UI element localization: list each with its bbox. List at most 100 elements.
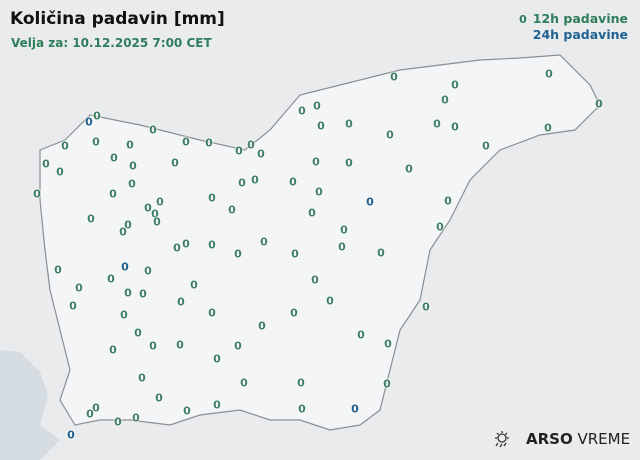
station-value-12h: 0	[61, 139, 69, 153]
station-value-12h: 0	[75, 281, 83, 295]
legend-sample-value: 0	[519, 13, 527, 26]
station-value-12h: 0	[132, 411, 140, 425]
legend-item-24h: 24h padavine	[519, 27, 628, 42]
station-value-12h: 0	[69, 299, 77, 313]
station-value-12h: 0	[308, 206, 316, 220]
station-value-12h: 0	[251, 173, 259, 187]
station-value-12h: 0	[234, 339, 242, 353]
station-value-24h: 0	[121, 260, 129, 274]
station-value-12h: 0	[56, 165, 64, 179]
station-value-12h: 0	[182, 135, 190, 149]
station-value-12h: 0	[109, 343, 117, 357]
legend-item-12h: 0 12h padavine	[519, 11, 628, 27]
station-value-12h: 0	[190, 278, 198, 292]
station-value-12h: 0	[54, 263, 62, 277]
station-value-12h: 0	[384, 337, 392, 351]
station-value-12h: 0	[235, 144, 243, 158]
station-value-12h: 0	[345, 117, 353, 131]
station-value-12h: 0	[155, 391, 163, 405]
station-value-12h: 0	[289, 175, 297, 189]
station-value-12h: 0	[312, 155, 320, 169]
station-value-12h: 0	[213, 352, 221, 366]
station-value-12h: 0	[390, 70, 398, 84]
station-value-24h: 0	[85, 115, 93, 129]
slovenia-area	[39, 54, 601, 431]
station-value-12h: 0	[33, 187, 41, 201]
station-value-12h: 0	[119, 225, 127, 239]
station-value-12h: 0	[247, 138, 255, 152]
station-value-12h: 0	[151, 207, 159, 221]
station-value-12h: 0	[86, 407, 94, 421]
station-value-12h: 0	[149, 339, 157, 353]
station-value-12h: 0	[595, 97, 603, 111]
station-value-12h: 0	[377, 246, 385, 260]
station-value-12h: 0	[258, 319, 266, 333]
station-value-12h: 0	[238, 176, 246, 190]
station-value-12h: 0	[298, 104, 306, 118]
station-value-12h: 0	[240, 376, 248, 390]
station-value-12h: 0	[124, 218, 132, 232]
station-value-12h: 0	[153, 215, 161, 229]
station-value-12h: 0	[228, 203, 236, 217]
legend: 0 12h padavine 24h padavine	[519, 11, 628, 42]
station-value-12h: 0	[120, 308, 128, 322]
station-value-12h: 0	[213, 398, 221, 412]
station-value-12h: 0	[405, 162, 413, 176]
sun-rain-icon	[495, 431, 509, 448]
station-value-12h: 0	[444, 194, 452, 208]
station-value-12h: 0	[422, 300, 430, 314]
station-value-12h: 0	[182, 237, 190, 251]
station-value-12h: 0	[114, 415, 122, 429]
station-value-12h: 0	[177, 295, 185, 309]
station-value-24h: 0	[351, 402, 359, 416]
station-value-12h: 0	[144, 264, 152, 278]
station-value-12h: 0	[315, 185, 323, 199]
station-value-12h: 0	[234, 247, 242, 261]
station-value-12h: 0	[124, 286, 132, 300]
station-value-12h: 0	[260, 235, 268, 249]
station-value-12h: 0	[451, 120, 459, 134]
station-value-12h: 0	[482, 139, 490, 153]
station-value-12h: 0	[297, 376, 305, 390]
station-value-12h: 0	[298, 402, 306, 416]
station-value-12h: 0	[291, 247, 299, 261]
station-value-12h: 0	[138, 371, 146, 385]
station-value-12h: 0	[93, 109, 101, 123]
arso-logo: ARSO VREME	[492, 430, 630, 448]
station-value-24h: 0	[366, 195, 374, 209]
station-value-24h: 0	[67, 428, 75, 442]
station-value-12h: 0	[441, 93, 449, 107]
station-value-12h: 0	[313, 99, 321, 113]
station-value-12h: 0	[208, 306, 216, 320]
legend-label-24h: 24h padavine	[532, 27, 628, 42]
station-value-12h: 0	[208, 238, 216, 252]
station-value-12h: 0	[451, 78, 459, 92]
station-value-12h: 0	[433, 117, 441, 131]
station-value-12h: 0	[383, 377, 391, 391]
sea	[0, 350, 60, 460]
station-value-12h: 0	[107, 272, 115, 286]
station-value-12h: 0	[134, 326, 142, 340]
logo-product: VREME	[577, 430, 631, 448]
station-value-12h: 0	[176, 338, 184, 352]
station-value-12h: 0	[257, 147, 265, 161]
station-value-12h: 0	[338, 240, 346, 254]
station-value-12h: 0	[42, 157, 50, 171]
station-value-12h: 0	[545, 67, 553, 81]
station-value-12h: 0	[92, 401, 100, 415]
station-value-12h: 0	[357, 328, 365, 342]
station-value-12h: 0	[171, 156, 179, 170]
station-value-12h: 0	[144, 201, 152, 215]
map-title: Količina padavin [mm]	[10, 9, 225, 29]
station-value-12h: 0	[92, 135, 100, 149]
station-value-12h: 0	[87, 212, 95, 226]
logo-brand: ARSO	[526, 430, 573, 448]
station-value-12h: 0	[544, 121, 552, 135]
station-value-12h: 0	[128, 177, 136, 191]
station-value-12h: 0	[317, 119, 325, 133]
valid-time: Velja za: 10.12.2025 7:00 CET	[11, 36, 212, 50]
legend-label-12h: 12h padavine	[532, 11, 628, 26]
station-value-12h: 0	[109, 187, 117, 201]
station-value-12h: 0	[139, 287, 147, 301]
